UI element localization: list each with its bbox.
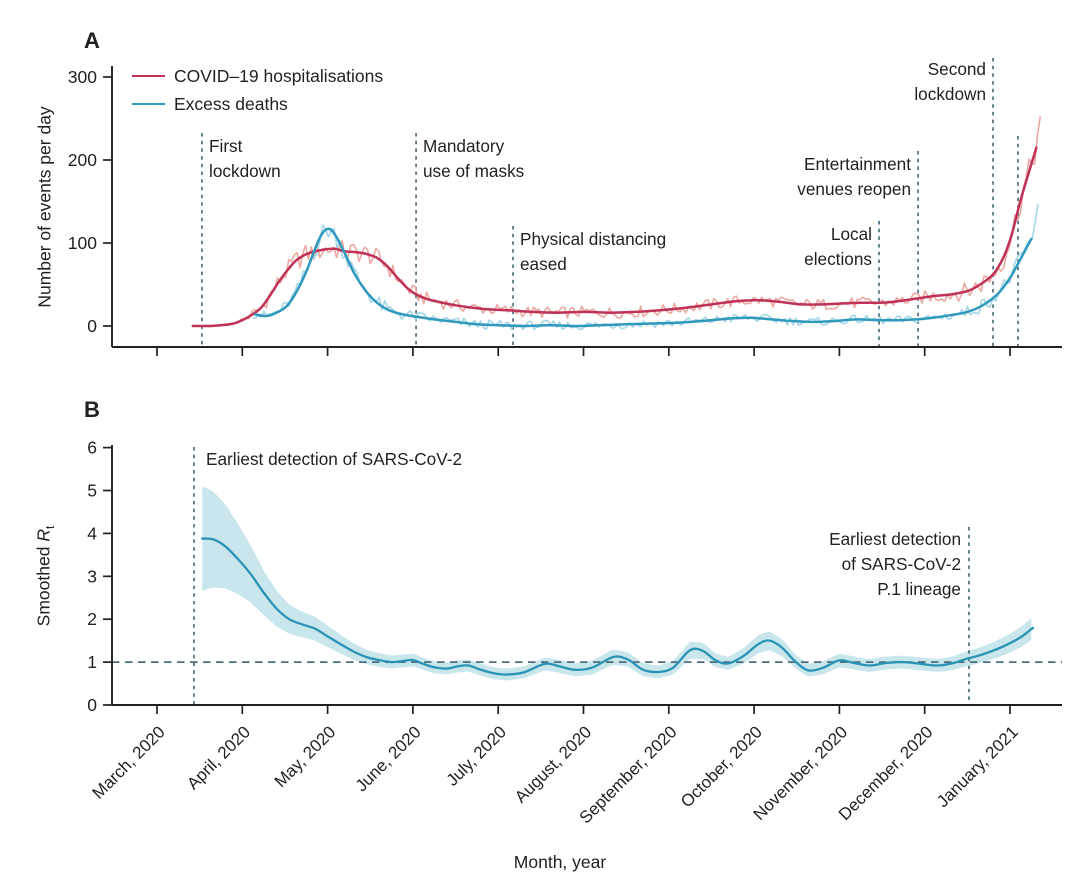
x-tick-label: October, 2020 [677, 722, 766, 811]
event-label: Local elections [804, 224, 872, 269]
hospitalisations-line-swatch [132, 75, 165, 77]
y-tick-label: 6 [87, 438, 97, 458]
hospitalisations-raw-line [237, 115, 1042, 324]
y-tick-label: 1 [87, 652, 97, 672]
hospitalisations-smoothed-line [191, 146, 1038, 328]
y-tick-label: 5 [87, 481, 97, 501]
legend-label-hospitalisations: COVID–19 hospitalisations [174, 65, 384, 86]
excess-deaths-line-swatch [132, 103, 165, 105]
rt-line [201, 537, 1035, 676]
event-label: Entertainment venues reopen [797, 154, 911, 199]
x-tick-label: June, 2020 [352, 722, 425, 795]
event-label: Mandatory use of masks [423, 136, 524, 181]
x-tick-label: January, 2021 [933, 722, 1022, 811]
x-tick-label: May, 2020 [271, 722, 340, 791]
excess-deaths-smoothed-line [253, 227, 1033, 328]
legend-label-excess-deaths: Excess deaths [174, 93, 288, 114]
x-tick-label: August, 2020 [511, 722, 595, 806]
x-tick-label: March, 2020 [89, 722, 169, 802]
x-tick-label: April, 2020 [183, 722, 254, 793]
rt-credible-band [202, 486, 1032, 681]
event-label: First lockdown [209, 136, 281, 181]
panel-b-label: B [84, 397, 100, 422]
y-tick-label: 100 [68, 233, 97, 253]
x-tick-label: July, 2020 [443, 722, 510, 789]
y-tick-label: 0 [87, 316, 97, 336]
y-tick-label: 4 [87, 523, 97, 543]
legend-item-hospitalisations: COVID–19 hospitalisations [132, 62, 383, 90]
event-label: Earliest detection of SARS-CoV-2 [206, 449, 462, 469]
x-tick-label: December, 2020 [835, 722, 937, 824]
x-axis-title: Month, year [513, 852, 607, 872]
y-tick-label: 0 [87, 695, 97, 715]
event-label: Earliest detection of SARS-CoV-2 P.1 linea… [829, 529, 961, 599]
legend: COVID–19 hospitalisations Excess deaths [132, 62, 383, 118]
panel-a-label: A [84, 28, 100, 53]
event-label: Second lockdown [914, 59, 986, 104]
legend-item-excess-deaths: Excess deaths [132, 90, 383, 118]
panel-b-y-axis-title: Smoothed Rt [33, 525, 57, 627]
y-tick-label: 200 [68, 150, 97, 170]
panel-a-y-axis-title: Number of events per day [34, 106, 55, 308]
y-tick-label: 300 [68, 67, 97, 87]
y-tick-label: 3 [87, 566, 97, 586]
event-label: Physical distancing eased [520, 229, 666, 274]
y-tick-label: 2 [87, 609, 97, 629]
